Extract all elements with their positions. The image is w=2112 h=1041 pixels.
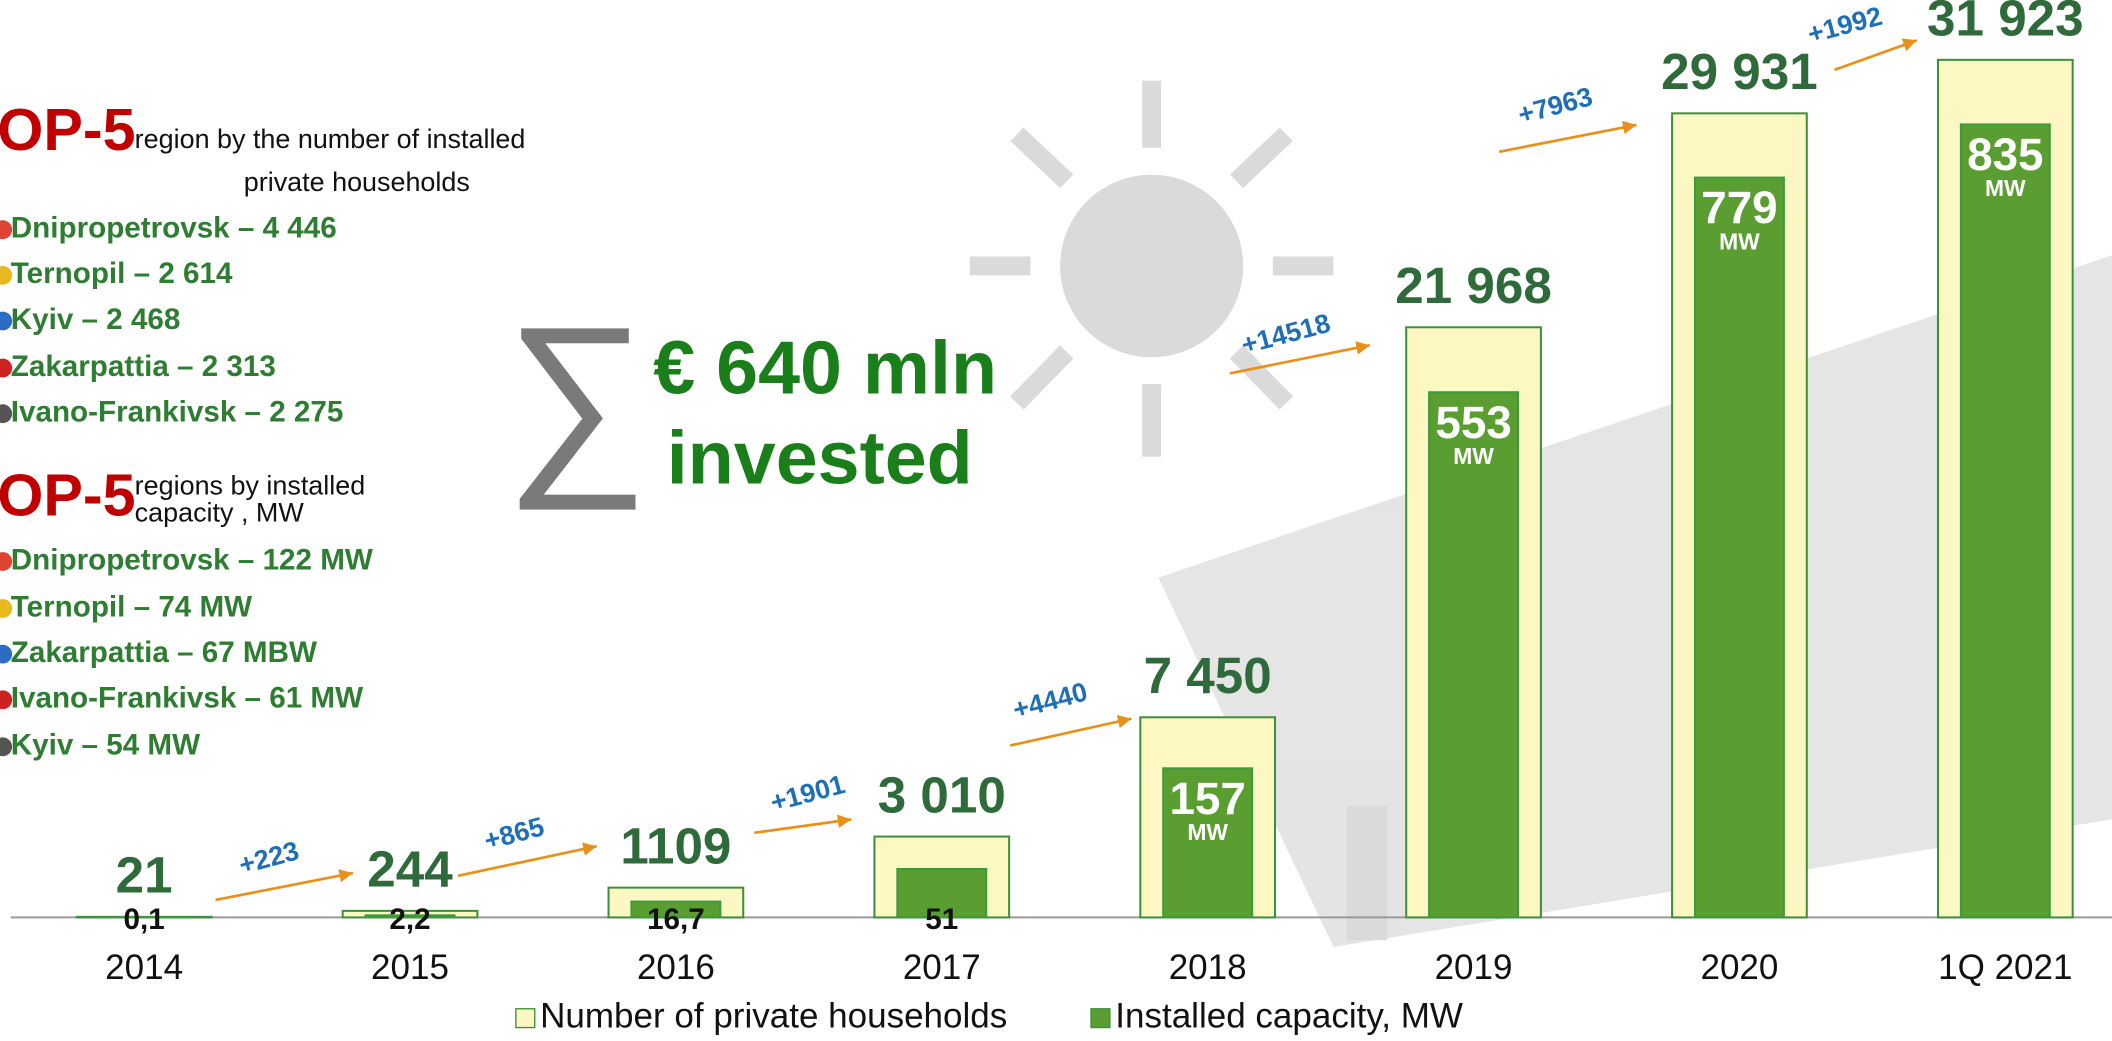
value-label: 779 [1701, 182, 1777, 233]
value-label: 157 [1169, 773, 1245, 824]
legend-label: Installed capacity, MW [1115, 996, 1463, 1035]
value-label: 553 [1435, 397, 1511, 448]
increment-arrow [1498, 123, 1637, 154]
region-emblem [0, 265, 13, 285]
headline: invested [667, 415, 973, 499]
value-label: 2,2 [389, 903, 430, 936]
x-tick-label: 2016 [637, 948, 715, 987]
region-item: Ivano-Frankivsk – 2 275 [11, 396, 344, 429]
value-label: 51 [925, 903, 958, 936]
unit-label: MW [1453, 443, 1494, 469]
arrow-head [1116, 714, 1132, 729]
bar [1693, 176, 1785, 919]
x-tick-label: 2017 [903, 948, 981, 987]
increment-label: +1901 [767, 769, 848, 817]
region-emblem [0, 552, 13, 571]
increment-label: +223 [236, 836, 302, 881]
arrow-head [1901, 38, 1917, 52]
region-item: Kyiv – 54 MW [11, 729, 200, 762]
x-tick-label: 2020 [1700, 948, 1778, 987]
region-emblem [0, 220, 13, 240]
value-label: 7 450 [1144, 647, 1272, 704]
increment-arrow [457, 844, 597, 878]
legend-swatch [1090, 1008, 1111, 1029]
value-label: 1109 [620, 818, 731, 875]
region-emblem [0, 737, 13, 757]
unit-label: MW [1985, 175, 2026, 201]
region-emblem [0, 404, 13, 424]
region-item: Zakarpattia – 2 313 [11, 350, 276, 383]
region-item: Ternopil – 2 614 [11, 257, 233, 290]
x-tick-label: 1Q 2021 [1938, 948, 2072, 987]
arrow-head [836, 814, 852, 828]
x-tick-label: 2015 [371, 948, 449, 987]
region-emblem [0, 690, 13, 710]
x-tick-label: 2019 [1435, 948, 1513, 987]
x-tick-label: 2014 [105, 948, 183, 987]
bar [1162, 767, 1254, 919]
section-title: OP-5 [0, 96, 136, 163]
region-item: Zakarpattia – 67 MBW [11, 636, 317, 669]
value-label: 21 968 [1395, 257, 1552, 314]
increment-label: +1992 [1804, 1, 1885, 49]
region-item: Kyiv – 2 468 [11, 303, 181, 336]
bar [364, 914, 456, 919]
arrow-head [582, 842, 597, 856]
legend-label: Number of private households [540, 996, 1007, 1035]
section-title: OP-5 [0, 461, 136, 528]
x-tick-label: 2018 [1169, 948, 1247, 987]
increment-label: +14518 [1238, 308, 1333, 360]
increment-arrow [1229, 343, 1371, 375]
arrow-head [1355, 341, 1370, 355]
region-emblem [0, 311, 13, 331]
increment-label: +7963 [1515, 81, 1596, 129]
bar [1428, 391, 1520, 919]
region-item: Ivano-Frankivsk – 61 MW [11, 682, 363, 715]
value-label: 21 [116, 847, 173, 904]
region-item: Ternopil – 74 MW [11, 590, 252, 623]
value-label: 835 [1967, 129, 2043, 180]
section-subtitle: regions by installed [135, 471, 366, 501]
bar [896, 867, 988, 919]
increment-arrow [754, 818, 852, 835]
bar [1959, 123, 2051, 919]
section-subtitle: capacity , MW [135, 498, 305, 528]
increment-arrow [1834, 39, 1918, 72]
legend-swatch [515, 1008, 536, 1029]
sigma: ∑ [504, 284, 648, 510]
value-label: 31 923 [1927, 0, 2084, 47]
section-subtitle: private households [244, 167, 470, 197]
region-emblem [0, 358, 13, 378]
value-label: 16,7 [647, 903, 705, 936]
increment-arrow [215, 871, 354, 902]
region-emblem [0, 644, 13, 664]
value-label: 29 931 [1661, 43, 1818, 100]
value-label: 244 [367, 841, 453, 898]
region-item: Dnipropetrovsk – 122 MW [11, 543, 373, 576]
headline: € 640 mln [653, 325, 997, 409]
increment-arrow [1009, 717, 1132, 747]
arrow-head [338, 869, 353, 883]
bar [630, 900, 722, 919]
unit-label: MW [1719, 228, 1760, 254]
section-subtitle: region by the number of installed [135, 124, 526, 154]
region-item: Dnipropetrovsk – 4 446 [11, 212, 337, 245]
increment-label: +865 [481, 811, 547, 856]
value-label: 0,1 [124, 903, 165, 936]
arrow-head [1622, 120, 1637, 135]
increment-label: +4440 [1010, 676, 1091, 724]
unit-label: MW [1187, 819, 1228, 845]
value-label: 3 010 [878, 766, 1006, 823]
region-emblem [0, 599, 13, 618]
